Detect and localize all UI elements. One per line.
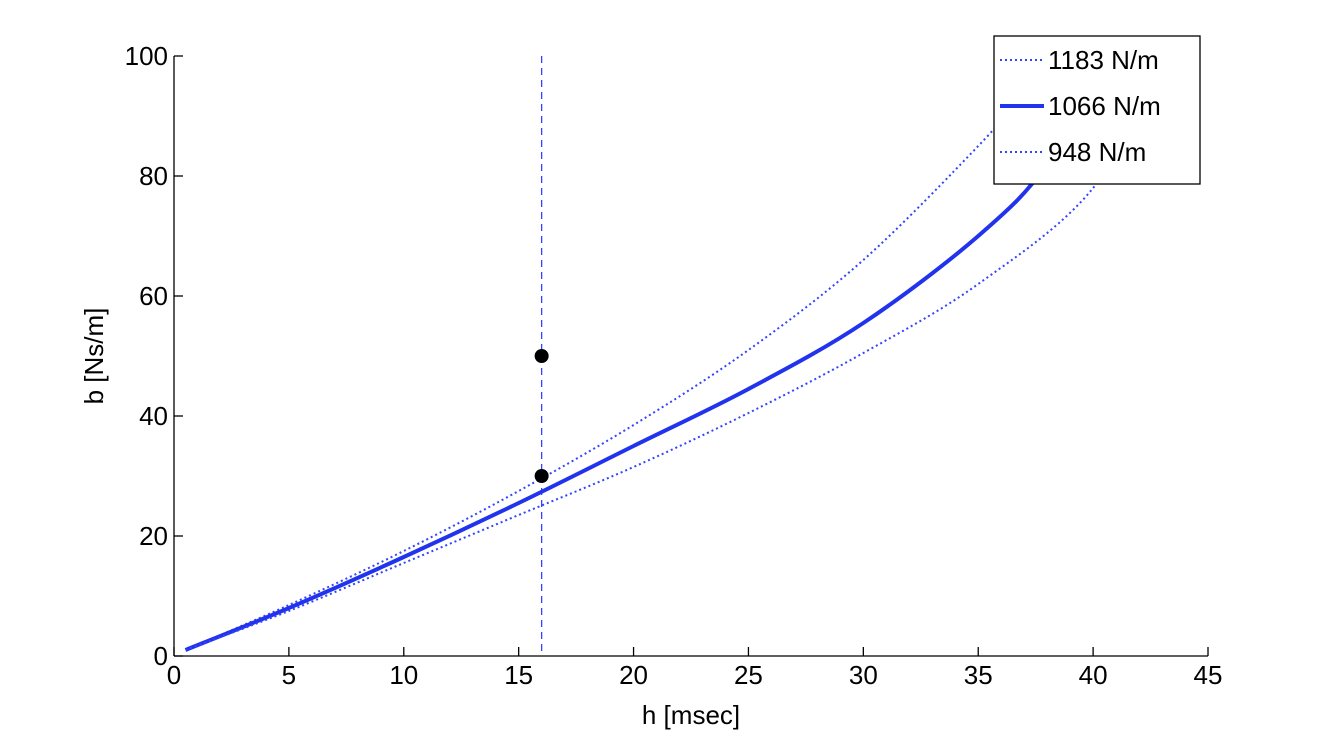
y-tick-label: 0 bbox=[154, 641, 168, 671]
x-tick-label: 25 bbox=[734, 660, 763, 690]
y-tick-label: 100 bbox=[125, 41, 168, 71]
series-line-0 bbox=[185, 56, 1049, 651]
legend-label-0: 1183 N/m bbox=[1048, 45, 1159, 75]
legend: 1183 N/m 1066 N/m 948 N/m bbox=[993, 35, 1201, 185]
y-axis-label: b [Ns/m] bbox=[79, 308, 109, 405]
x-tick-label: 35 bbox=[964, 660, 993, 690]
x-tick-label: 5 bbox=[282, 660, 296, 690]
x-tick-label: 30 bbox=[849, 660, 878, 690]
x-tick-label: 15 bbox=[504, 660, 533, 690]
y-tick-label: 40 bbox=[139, 401, 168, 431]
x-tick-label: 45 bbox=[1194, 660, 1223, 690]
x-axis-label: h [msec] bbox=[642, 700, 740, 730]
ticks: 0 5 10 15 20 25 30 35 40 45 0 20 40 60 80 100 bbox=[125, 41, 1223, 690]
y-tick-label: 20 bbox=[139, 521, 168, 551]
series-line-1 bbox=[184, 56, 1107, 652]
legend-box bbox=[993, 35, 1201, 185]
y-tick-label: 80 bbox=[139, 161, 168, 191]
data-point-1 bbox=[534, 469, 549, 483]
x-tick-label: 10 bbox=[389, 660, 418, 690]
x-tick-label: 0 bbox=[167, 660, 181, 690]
axes bbox=[173, 56, 1208, 657]
x-tick-label: 40 bbox=[1079, 660, 1108, 690]
x-tick-label: 20 bbox=[619, 660, 648, 690]
plot-points bbox=[534, 349, 549, 483]
series-line-2 bbox=[185, 56, 1163, 651]
legend-label-2: 948 N/m bbox=[1048, 137, 1146, 167]
y-tick-label: 60 bbox=[139, 281, 168, 311]
legend-label-1: 1066 N/m bbox=[1048, 91, 1161, 121]
data-point-0 bbox=[534, 349, 549, 363]
